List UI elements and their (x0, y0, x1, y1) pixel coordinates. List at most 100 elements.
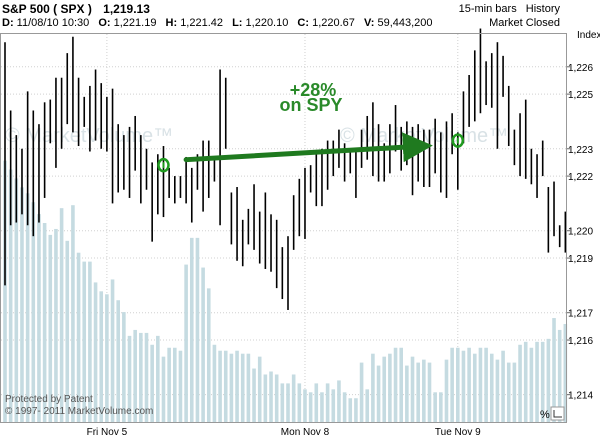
close-label: C: (297, 17, 310, 29)
scale-toggle-icon[interactable] (550, 406, 565, 421)
volume-bar (116, 300, 120, 422)
volume-label: V: (363, 17, 375, 29)
volume-bar (133, 329, 137, 422)
high-value: 1,221.42 (180, 17, 224, 29)
interval-controls: 15-min bars History (459, 3, 560, 15)
x-tick-label: Tue Nov 9 (435, 427, 481, 437)
x-tick-label: Fri Nov 5 (87, 427, 128, 437)
symbol-name: S&P 500 (2, 2, 50, 16)
volume-bar (240, 353, 245, 422)
date-label: D: (2, 17, 14, 29)
volume-bar (252, 368, 256, 422)
annotation-symbol: on SPY (279, 95, 342, 115)
volume-bar (444, 359, 449, 422)
volume-bar (235, 350, 239, 422)
volume-bar (42, 223, 47, 422)
volume-bar (31, 202, 36, 422)
y-axis-title: Index (577, 30, 600, 41)
volume-bar (439, 392, 443, 422)
volume-bar (82, 261, 87, 422)
chart-border (0, 33, 567, 423)
volume-bar (354, 398, 358, 422)
volume-bar (297, 383, 302, 422)
open-label: O: (98, 17, 111, 29)
volume-bar (14, 178, 19, 422)
volume-bar (48, 234, 53, 422)
volume-bar (529, 347, 534, 422)
volume-bar (320, 392, 324, 422)
volume-bar (139, 332, 143, 422)
volume-bar (110, 279, 115, 422)
volume-bar (144, 332, 149, 422)
volume-bar (127, 335, 132, 422)
history-link[interactable]: History (525, 3, 560, 15)
volume-bar (331, 389, 336, 422)
ticker-symbol: ( SPX ) (53, 2, 92, 16)
volume-bar (461, 350, 466, 422)
volume-bar (371, 353, 375, 422)
volume-bar (105, 294, 109, 422)
volume-bar (156, 335, 160, 422)
volume-bar (3, 160, 7, 422)
volume-bar (280, 383, 285, 422)
annotation-percent: +28% (290, 80, 337, 100)
volume-bar (93, 282, 98, 422)
volume-bar (399, 347, 403, 422)
volume-bar (535, 341, 539, 422)
volume-bar (303, 389, 307, 422)
volume-bar (20, 187, 24, 422)
volume-bar (557, 329, 562, 422)
low-label: L: (232, 17, 243, 29)
watermark-left: © MarketVolume™ (5, 125, 173, 147)
volume-bar (410, 356, 415, 422)
volume-bar (150, 344, 154, 422)
volume-bar (229, 353, 234, 422)
close-value: 1,220.67 (312, 17, 355, 29)
volume-bar (65, 240, 70, 422)
volume-bar (563, 323, 568, 422)
volume-bar (291, 374, 296, 422)
volume-bar (365, 389, 370, 422)
volume-bar (337, 380, 341, 422)
signal-marker-ring (157, 157, 170, 173)
volume-bar (189, 237, 194, 422)
volume-bar (388, 353, 392, 422)
volume-bar (518, 344, 522, 422)
volume-bar (76, 252, 81, 422)
high-label: H: (165, 17, 178, 29)
volume-bar (246, 353, 251, 422)
signal-marker (451, 133, 465, 148)
volume-bar (195, 237, 200, 422)
volume-bar (269, 371, 273, 422)
volume-bar (450, 347, 454, 422)
volume-bar (122, 312, 126, 422)
volume-bar (405, 365, 409, 422)
interval-selector[interactable]: 15-min bars (458, 3, 517, 15)
ohlc-readout: D: 11/08/10 10:30 O: 1,221.19 H: 1,221.4… (2, 17, 433, 29)
volume-bar (376, 365, 381, 422)
low-value: 1,220.10 (245, 17, 289, 29)
volume-bar (59, 208, 64, 422)
last-price: 1,219.13 (103, 2, 150, 16)
volume-bar (540, 341, 545, 422)
volume-bar (342, 392, 347, 422)
y-tick-label: 1,226 (568, 63, 593, 74)
volume-bar (501, 350, 505, 422)
volume-bar (201, 267, 205, 422)
copyright-notice: © 1997- 2011 MarketVolume.com (5, 406, 153, 417)
volume-bar (263, 374, 268, 422)
volume-bar (314, 383, 319, 422)
volume-bar (206, 288, 211, 422)
y-tick-label: 1,217 (568, 309, 593, 320)
volume-bar (467, 347, 471, 422)
volume-bar (184, 264, 188, 422)
volume-bar (167, 347, 171, 422)
volume-bar (456, 347, 460, 422)
volume-bar (506, 362, 511, 422)
volume-bar (427, 362, 432, 422)
volume-bar (382, 356, 387, 422)
volume-bar (359, 362, 364, 422)
percent-button[interactable]: % (540, 409, 550, 421)
volume-bar (393, 347, 398, 422)
